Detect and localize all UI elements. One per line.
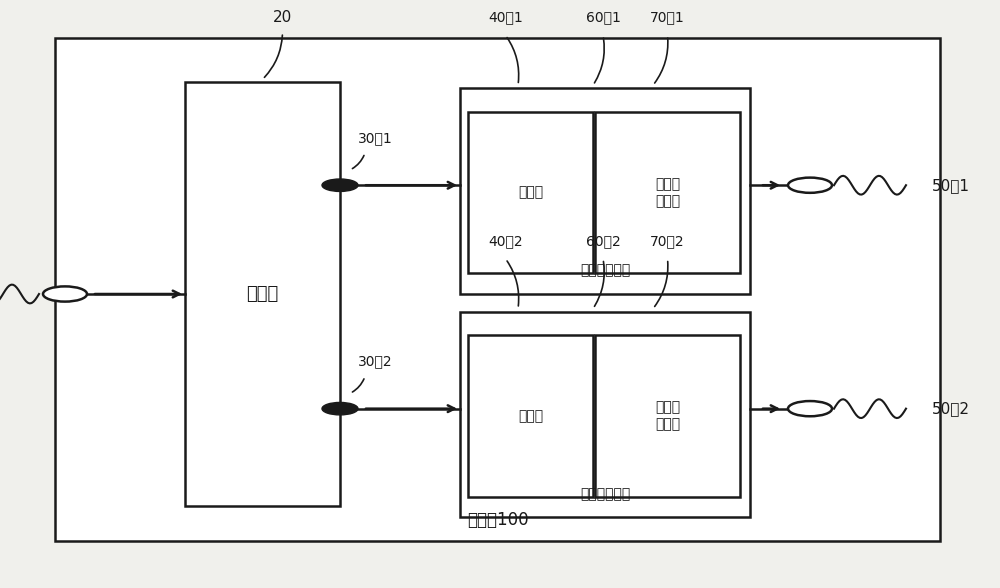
Ellipse shape [322, 402, 358, 415]
Bar [55, 38, 940, 541]
Text: 衰减量
调整部: 衰减量 调整部 [655, 177, 680, 208]
Text: 反射波抑制部: 反射波抑制部 [580, 487, 630, 501]
Ellipse shape [788, 178, 832, 193]
Text: 60－1: 60－1 [586, 11, 620, 25]
Ellipse shape [43, 286, 87, 302]
Text: 30－1: 30－1 [358, 131, 392, 145]
Text: 50－1: 50－1 [932, 178, 970, 193]
Text: 衰减部: 衰减部 [518, 186, 543, 199]
Text: 反射波抑制部: 反射波抑制部 [580, 263, 630, 278]
Text: 40－1: 40－1 [488, 11, 523, 25]
Text: 70－1: 70－1 [650, 11, 685, 25]
Text: 60－2: 60－2 [586, 234, 620, 248]
Bar [460, 88, 750, 294]
Bar [185, 82, 340, 506]
Bar [468, 112, 593, 273]
Ellipse shape [322, 179, 358, 192]
Bar [595, 335, 740, 497]
Text: 30－2: 30－2 [358, 355, 392, 369]
Bar [460, 312, 750, 517]
Text: 50－2: 50－2 [932, 401, 970, 416]
Bar [595, 112, 740, 273]
Text: 40－2: 40－2 [488, 234, 523, 248]
Ellipse shape [788, 401, 832, 416]
Text: 衰减量
调整部: 衰减量 调整部 [655, 400, 680, 432]
Text: 衰减部: 衰减部 [518, 409, 543, 423]
Text: 20: 20 [273, 10, 292, 25]
Text: 70－2: 70－2 [650, 234, 685, 248]
Bar [468, 335, 593, 497]
Text: 分配部: 分配部 [246, 285, 279, 303]
Text: 分配器100: 分配器100 [467, 512, 528, 529]
